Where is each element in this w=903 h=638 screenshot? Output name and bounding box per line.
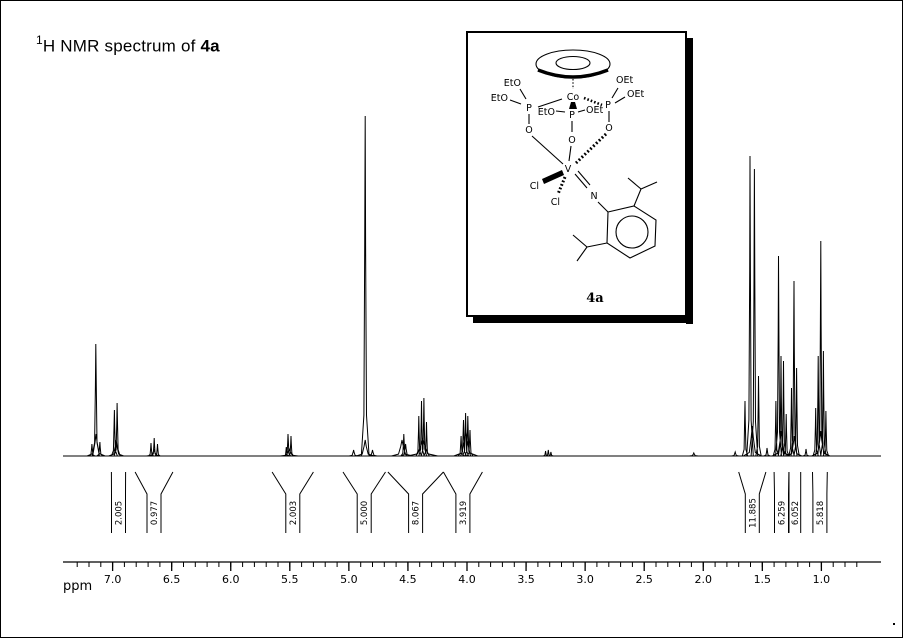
integral-bracket [812, 471, 828, 533]
integral-value: 8.067 [412, 501, 422, 525]
chlorine-1-label: Cl [530, 181, 539, 192]
oxygen-left-label: O [525, 125, 532, 136]
vanadium-label: V [565, 164, 572, 175]
integral-bracket [387, 471, 444, 533]
oet-mid-label: OEt [586, 105, 603, 116]
corner-artifact-dot [893, 623, 895, 625]
oxygen-mid-label: O [568, 135, 575, 146]
axis-tick-label: 1.0 [813, 573, 831, 586]
axis-tick-label: 3.5 [517, 573, 535, 586]
axis-tick-label: 2.0 [695, 573, 713, 586]
phosphorus-right-label: P [605, 100, 611, 111]
integral-bracket [738, 471, 767, 533]
integral-bracket [271, 471, 314, 533]
axis-tick-label: 5.0 [340, 573, 358, 586]
axis-tick-label: 4.5 [399, 573, 417, 586]
phosphorus-left-label: P [526, 103, 532, 114]
structure-inset: Co P EtO EtO O P EtO OEt O P OEt OEt [466, 31, 693, 324]
axis-tick-label: 6.5 [163, 573, 181, 586]
title-superscript: 1 [36, 33, 43, 47]
isopropyl-top [627, 177, 658, 207]
integral-value: 0.977 [150, 501, 160, 525]
integral-value: 5.000 [360, 501, 370, 525]
integral-value: 3.919 [459, 501, 469, 525]
integral-value: 6.259 [778, 501, 788, 525]
integral-markers: 2.005 0.977 2.003 5.000 8.067 3.919 11.885 6.25… [110, 471, 828, 533]
molecule-drawing: Co P EtO EtO O P EtO OEt O P OEt OEt [491, 49, 658, 306]
phosphorus-mid-label: P [569, 110, 575, 121]
wedge-bond-v-cl [542, 170, 564, 184]
title-text: H NMR spectrum of [42, 36, 201, 56]
integral-bracket [110, 471, 127, 533]
axis-tick-label: 7.0 [104, 573, 122, 586]
inset-shadow-bottom [473, 316, 693, 323]
oet-right-top-label: OEt [616, 75, 633, 86]
benzene-circle [615, 215, 649, 249]
integral-value: 11.885 [748, 498, 758, 528]
inset-shadow-right [686, 38, 693, 324]
ethoxy-left-top-label: EtO [504, 78, 521, 89]
integral-bracket [788, 472, 802, 533]
spectrum-peaks-path [86, 115, 831, 457]
axis-tick-label: 1.5 [754, 573, 772, 586]
wedge-bond-co-p [569, 102, 577, 109]
axis-tick-label: 6.0 [222, 573, 240, 586]
title-compound: 4a [200, 36, 220, 56]
axis-tick-label: 5.5 [281, 573, 299, 586]
axis-tick-label: 4.0 [458, 573, 476, 586]
cobalt-label: Co [567, 92, 580, 103]
ethoxy-left-bottom-label: EtO [491, 93, 508, 104]
ppm-axis: 7.0 6.5 6.0 5.5 5.0 4.5 4.0 3.5 3.0 2.5 2.0 1.5 1.0 p… [63, 561, 881, 594]
spectrum-trace [63, 115, 881, 457]
integral-value: 2.005 [115, 501, 125, 525]
compound-caption: 4a [586, 291, 604, 306]
axis-unit-label: ppm [63, 579, 92, 594]
integral-bracket [134, 471, 174, 533]
integral-value: 5.818 [816, 501, 826, 525]
cp-ring [535, 49, 611, 89]
oet-right-bottom-label: OEt [627, 89, 644, 100]
page-title: 1H NMR spectrum of 4a [36, 33, 220, 57]
chlorine-2-label: Cl [551, 197, 560, 208]
integral-bracket [442, 471, 483, 533]
inset-frame [466, 31, 687, 317]
nitrogen-label: N [590, 191, 597, 202]
axis-tick-label: 3.0 [576, 573, 594, 586]
integral-bracket [342, 471, 386, 533]
integral-value: 2.003 [289, 501, 299, 525]
oxygen-right-label: O [605, 123, 612, 134]
integral-value: 6.052 [791, 501, 801, 525]
isopropyl-bottom [572, 234, 608, 262]
axis-tick-label: 2.5 [635, 573, 653, 586]
ethoxy-mid-label: EtO [538, 107, 555, 118]
